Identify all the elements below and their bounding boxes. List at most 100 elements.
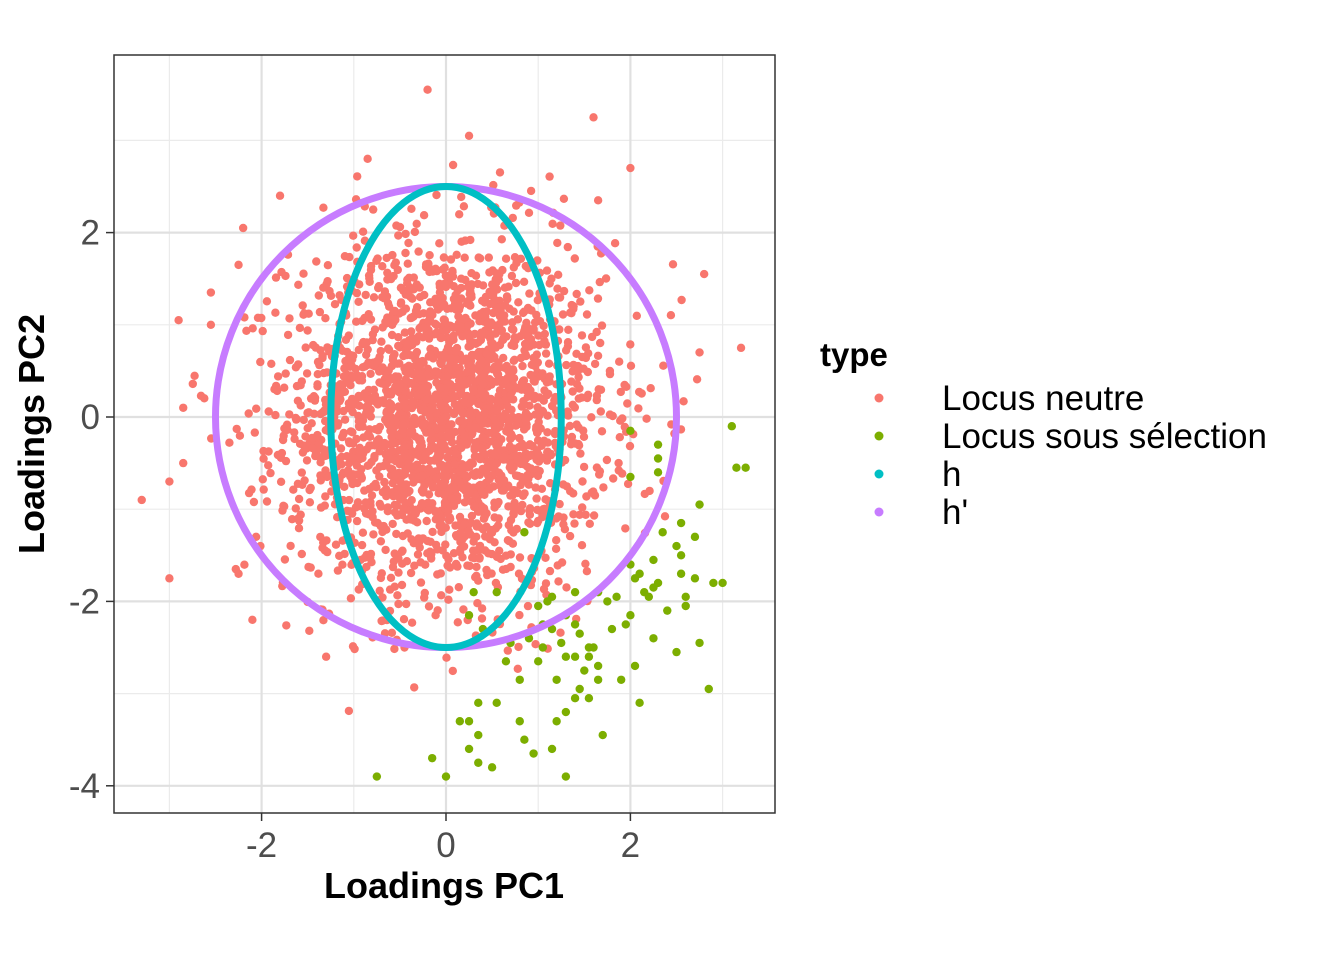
point-locus-sous-selection <box>575 684 584 694</box>
point-locus-neutre <box>553 238 562 248</box>
point-locus-neutre <box>443 561 452 570</box>
point-locus-neutre <box>355 280 364 289</box>
point-locus-neutre <box>454 376 464 385</box>
point-locus-neutre <box>499 353 508 363</box>
y-axis-title: Loadings PC2 <box>11 314 52 554</box>
point-locus-sous-selection <box>732 463 741 472</box>
point-locus-neutre <box>415 537 424 546</box>
point-locus-neutre <box>468 394 477 404</box>
point-locus-neutre <box>587 332 597 342</box>
point-locus-sous-selection <box>492 698 501 708</box>
point-locus-neutre <box>506 391 515 400</box>
y-tick-label: 2 <box>81 214 100 253</box>
point-locus-neutre <box>344 706 354 716</box>
point-locus-sous-selection <box>455 717 465 726</box>
point-locus-neutre <box>582 567 592 576</box>
point-locus-neutre <box>401 229 410 239</box>
point-locus-neutre <box>484 549 493 558</box>
point-locus-sous-selection <box>492 587 501 597</box>
point-locus-neutre <box>623 399 632 408</box>
point-locus-neutre <box>626 361 636 370</box>
point-locus-neutre <box>530 394 539 404</box>
point-locus-neutre <box>632 311 641 320</box>
point-locus-neutre <box>564 411 573 420</box>
point-locus-sous-selection <box>534 601 543 611</box>
point-locus-neutre <box>390 350 399 359</box>
point-locus-neutre <box>294 280 303 289</box>
point-locus-neutre <box>454 583 463 592</box>
point-locus-neutre <box>380 438 389 448</box>
point-locus-sous-selection <box>695 638 704 648</box>
point-locus-sous-selection <box>538 643 548 652</box>
point-locus-neutre <box>503 646 512 655</box>
point-locus-neutre <box>339 406 348 416</box>
point-locus-neutre <box>448 160 458 170</box>
point-locus-neutre <box>387 374 396 383</box>
point-locus-neutre <box>483 319 492 328</box>
point-locus-neutre <box>597 321 607 330</box>
point-locus-neutre <box>484 253 493 262</box>
point-locus-neutre <box>410 561 419 570</box>
point-locus-neutre <box>513 664 522 673</box>
legend-entry-locus-neutre: Locus neutre <box>874 379 1144 418</box>
point-locus-neutre <box>264 461 273 470</box>
point-locus-neutre <box>544 389 553 398</box>
point-locus-sous-selection <box>547 592 557 601</box>
point-locus-neutre <box>412 347 422 357</box>
point-locus-neutre <box>294 524 304 533</box>
point-locus-neutre <box>369 530 378 539</box>
point-locus-neutre <box>379 521 388 531</box>
legend-label-h-prime: h' <box>942 493 968 532</box>
point-locus-neutre <box>452 250 461 259</box>
point-locus-neutre <box>348 476 357 485</box>
point-locus-neutre <box>407 327 416 336</box>
point-locus-neutre <box>501 376 510 385</box>
point-locus-neutre <box>524 474 533 484</box>
point-locus-sous-selection <box>676 518 686 528</box>
point-locus-neutre <box>486 334 495 343</box>
point-locus-neutre <box>356 418 365 427</box>
point-locus-neutre <box>465 410 474 419</box>
point-locus-neutre <box>432 473 441 483</box>
point-locus-neutre <box>423 85 432 94</box>
point-locus-neutre <box>461 471 470 480</box>
point-locus-neutre <box>430 298 439 307</box>
point-locus-neutre <box>533 296 542 305</box>
point-locus-sous-selection <box>501 657 511 666</box>
point-locus-neutre <box>543 428 552 437</box>
point-locus-neutre <box>490 423 500 432</box>
point-locus-neutre <box>458 332 467 341</box>
point-locus-neutre <box>396 299 406 308</box>
point-locus-neutre <box>309 340 318 350</box>
point-locus-neutre <box>534 516 543 526</box>
point-locus-neutre <box>635 387 644 397</box>
point-locus-sous-selection <box>653 578 663 588</box>
point-locus-neutre <box>475 455 485 464</box>
point-locus-neutre <box>301 343 310 352</box>
point-locus-sous-selection <box>427 753 437 763</box>
point-locus-neutre <box>453 618 462 627</box>
point-locus-neutre <box>565 531 575 541</box>
point-locus-neutre <box>454 477 464 486</box>
point-locus-neutre <box>572 420 581 429</box>
point-locus-neutre <box>558 310 568 319</box>
point-locus-neutre <box>369 385 379 394</box>
point-locus-neutre <box>519 425 529 434</box>
point-locus-neutre <box>378 616 387 625</box>
point-locus-neutre <box>321 652 331 661</box>
point-locus-neutre <box>577 541 587 550</box>
point-locus-neutre <box>466 235 475 245</box>
point-locus-neutre <box>489 180 498 190</box>
point-locus-neutre <box>439 315 448 324</box>
point-locus-neutre <box>547 401 557 411</box>
point-locus-neutre <box>440 498 450 507</box>
point-locus-sous-selection <box>584 652 594 661</box>
point-locus-neutre <box>304 408 313 417</box>
point-locus-neutre <box>463 321 472 330</box>
point-locus-neutre <box>460 520 469 529</box>
point-locus-neutre <box>394 341 403 351</box>
point-locus-neutre <box>523 601 533 611</box>
point-locus-neutre <box>626 163 635 173</box>
point-locus-neutre <box>406 313 416 322</box>
point-locus-neutre <box>450 392 459 401</box>
